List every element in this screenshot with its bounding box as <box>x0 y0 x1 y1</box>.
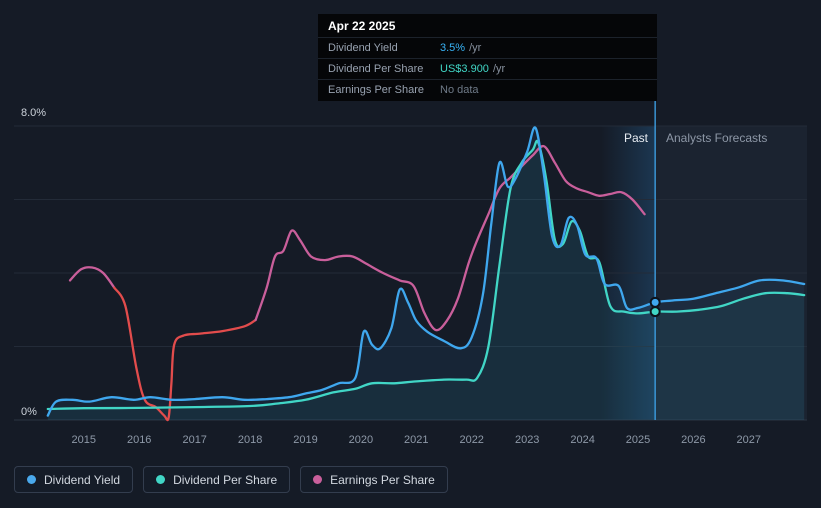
analysts-forecasts-label: Analysts Forecasts <box>666 131 768 145</box>
chart-canvas[interactable]: 2015 2016 2017 2018 2019 2020 2021 2022 2023 2024… <box>0 0 821 455</box>
chart-tooltip: Apr 22 2025 Dividend Yield 3.5% /yr Divi… <box>318 14 657 101</box>
x-tick-label: 2020 <box>349 434 373 446</box>
legend-dividend-yield-button[interactable]: Dividend Yield <box>14 466 134 493</box>
past-label: Past <box>623 131 648 145</box>
legend-earnings-per-share-button[interactable]: Earnings Per Share <box>300 466 448 493</box>
earnings-per-share-line <box>68 266 116 289</box>
legend-label: Dividend Per Share <box>173 472 278 487</box>
legend-dividend-per-share-button[interactable]: Dividend Per Share <box>143 466 291 493</box>
x-tick-label: 2018 <box>238 434 262 446</box>
x-tick-label: 2015 <box>72 434 96 446</box>
x-tick-label: 2016 <box>127 434 151 446</box>
x-tick-label: 2025 <box>626 434 650 446</box>
tooltip-value: US$3.900 <box>440 63 489 75</box>
dividend-yield-dot-icon <box>27 475 36 484</box>
tooltip-suffix: /yr <box>492 63 506 75</box>
x-tick-label: 2026 <box>681 434 705 446</box>
earnings-per-share-line <box>254 144 646 332</box>
earnings-per-share-dot-icon <box>313 475 323 484</box>
legend-label: Earnings Per Share <box>330 472 435 487</box>
dividend-per-share-dot-icon <box>156 475 166 484</box>
tooltip-row-dividend-per-share: Dividend Per Share US$3.900 /yr <box>318 58 657 79</box>
legend-label: Dividend Yield <box>44 472 121 487</box>
x-tick-label: 2017 <box>182 434 206 446</box>
tooltip-label: Earnings Per Share <box>328 84 424 96</box>
dividend-yield-line <box>46 126 806 417</box>
area-dividend-yield <box>47 127 805 420</box>
earnings-per-share-line <box>113 286 257 422</box>
tooltip-row-earnings-per-share: Earnings Per Share No data <box>318 79 657 100</box>
tooltip-suffix: /yr <box>469 42 482 54</box>
series-end-marker <box>649 296 661 308</box>
x-tick-label: 2022 <box>459 434 483 446</box>
tooltip-value: 3.5% <box>440 42 466 54</box>
series-end-marker <box>649 306 661 318</box>
x-tick-label: 2019 <box>293 434 317 446</box>
chart-legend: Dividend Yield Dividend Per Share Earnin… <box>14 466 448 493</box>
dividend-per-share-line <box>46 139 806 411</box>
area-dividend-per-share <box>47 140 805 421</box>
x-tick-label: 2023 <box>515 434 539 446</box>
y-axis-min-label: 0% <box>21 406 37 418</box>
x-tick-label: 2027 <box>737 434 761 446</box>
x-tick-label: 2024 <box>570 434 594 446</box>
tooltip-row-dividend-yield: Dividend Yield 3.5% /yr <box>318 37 657 58</box>
tooltip-date: Apr 22 2025 <box>328 19 396 33</box>
x-tick-label: 2021 <box>404 434 428 446</box>
tooltip-label: Dividend Per Share <box>328 63 424 75</box>
y-axis-max-label: 8.0% <box>21 107 47 119</box>
tooltip-value: No data <box>440 84 479 96</box>
tooltip-label: Dividend Yield <box>328 42 398 54</box>
